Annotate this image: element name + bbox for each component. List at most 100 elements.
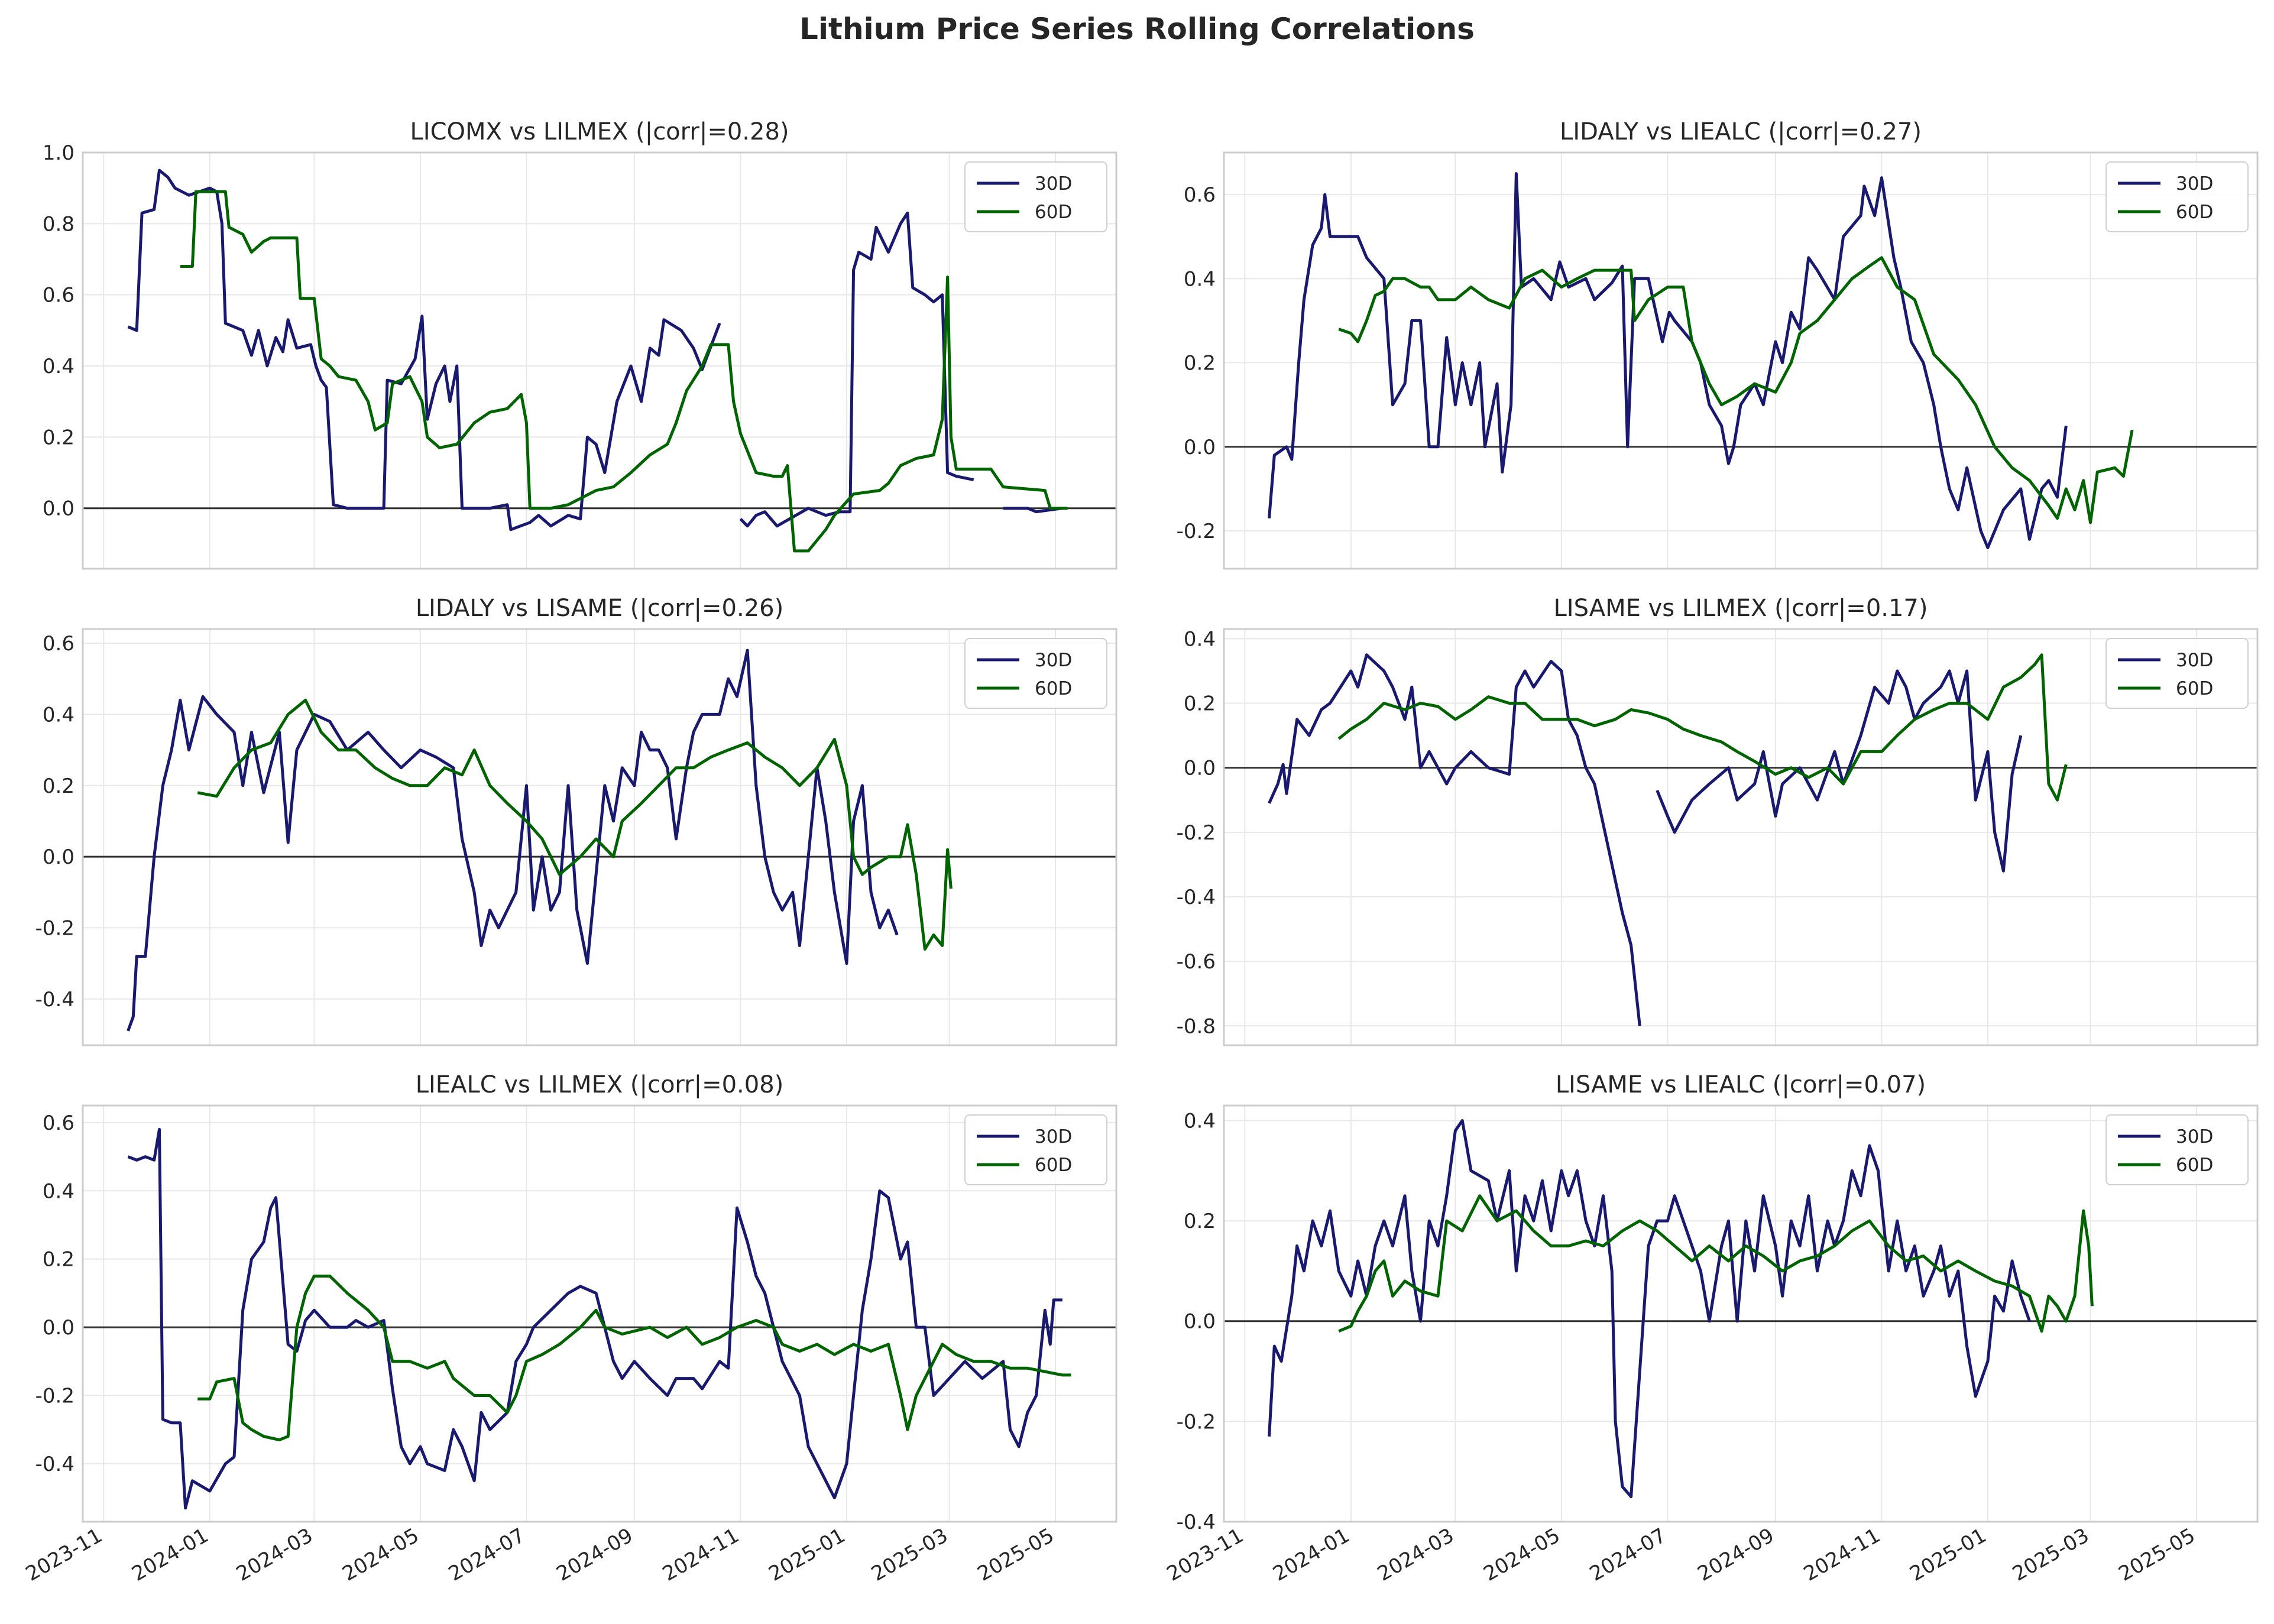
axes-frame xyxy=(82,628,1117,1046)
x-tick-label: 2024-05 xyxy=(1479,1523,1564,1586)
legend-label: 30D xyxy=(1035,650,1072,671)
legend-label: 60D xyxy=(1035,678,1072,699)
legend-label: 30D xyxy=(2176,1126,2213,1148)
series-30d-line xyxy=(127,168,1063,531)
legend-label: 30D xyxy=(2176,173,2213,195)
y-tick-label: 0.2 xyxy=(1184,1210,1216,1233)
x-tick-label: 2024-03 xyxy=(1374,1523,1458,1586)
y-tick-label: 0.2 xyxy=(43,426,74,449)
y-tick-label: -0.8 xyxy=(1177,1014,1216,1038)
y-tick-label: 0.6 xyxy=(43,1111,74,1135)
series-30d-line xyxy=(127,649,899,1032)
legend-box xyxy=(964,638,1107,709)
y-tick-label: 0.4 xyxy=(43,1179,74,1203)
plot-area xyxy=(1224,1106,2257,1522)
legend-box xyxy=(964,1114,1107,1185)
plot-area xyxy=(1224,629,2257,1045)
subplot-title: LISAME vs LIEALC (|corr|=0.07) xyxy=(1556,1071,1926,1098)
x-tick-label: 2024-03 xyxy=(232,1523,317,1586)
y-tick-label: 0.6 xyxy=(1184,183,1216,207)
legend-box xyxy=(2105,161,2249,232)
figure-title: Lithium Price Series Rolling Correlation… xyxy=(799,12,1475,46)
series-30d-line xyxy=(1268,653,2023,1026)
legend-label: 30D xyxy=(2176,650,2213,671)
y-tick-label: 0.0 xyxy=(43,1316,74,1340)
y-tick-label: 0.0 xyxy=(1184,436,1216,459)
subplot-title: LIDALY vs LISAME (|corr|=0.26) xyxy=(416,595,783,622)
series-30d-line xyxy=(1268,172,2068,549)
series-30d-line xyxy=(1268,1119,2031,1499)
x-tick-label: 2025-03 xyxy=(2009,1523,2093,1586)
y-tick-label: -0.6 xyxy=(1177,950,1216,974)
y-tick-label: -0.2 xyxy=(35,916,74,940)
legend-label: 60D xyxy=(1035,1155,1072,1176)
y-tick-label: -0.4 xyxy=(1177,886,1216,909)
subplot-4: -0.8 -0.6 -0.4 -0.2 0.0 0.2 0.4 LISAME vs LILME… xyxy=(1177,595,2259,1046)
plot-area xyxy=(83,1106,1116,1522)
x-tick-label: 2024-07 xyxy=(1586,1523,1670,1586)
x-tick-label: 2023-11 xyxy=(22,1523,106,1586)
legend-box xyxy=(964,161,1107,232)
legend-box xyxy=(2105,1114,2249,1185)
x-tick-label: 2024-07 xyxy=(445,1523,529,1586)
y-tick-label: 1.0 xyxy=(43,141,74,165)
subplot-1: 0.0 0.2 0.4 0.6 0.8 1.0 LICOMX vs LILMEX (|cor… xyxy=(43,118,1117,570)
legend-label: 60D xyxy=(2176,202,2213,223)
y-tick-label: -0.2 xyxy=(1177,821,1216,845)
series-60d-line xyxy=(180,190,1068,553)
plot-area xyxy=(83,153,1116,569)
y-tick-label: 0.4 xyxy=(1184,267,1216,291)
y-tick-label: 0.4 xyxy=(43,355,74,378)
y-tick-label: -0.2 xyxy=(1177,520,1216,543)
legend-label: 60D xyxy=(1035,202,1072,223)
y-tick-label: 0.0 xyxy=(43,845,74,869)
y-tick-label: 0.2 xyxy=(1184,692,1216,716)
axes-frame xyxy=(1223,1104,2259,1523)
y-tick-label: -0.2 xyxy=(1177,1410,1216,1434)
x-tick-label: 2025-03 xyxy=(867,1523,952,1586)
subplot-5: -0.4 -0.2 0.0 0.2 0.4 0.6 LIEALC vs LILMEX (|c… xyxy=(22,1071,1117,1586)
series-60d-line xyxy=(1338,1194,2094,1333)
y-tick-label: 0.6 xyxy=(43,284,74,307)
axes-frame xyxy=(82,1104,1117,1523)
subplot-title: LICOMX vs LILMEX (|corr|=0.28) xyxy=(410,118,789,145)
x-tick-label: 2025-01 xyxy=(765,1523,849,1586)
subplot-2: -0.2 0.0 0.2 0.4 0.6 LIDALY vs LIEALC (|corr|… xyxy=(1177,118,2259,570)
series-30d-line xyxy=(127,1127,1063,1510)
series-60d-line xyxy=(1337,653,2068,802)
y-tick-label: 0.2 xyxy=(43,1248,74,1272)
subplot-title: LISAME vs LILMEX (|corr|=0.17) xyxy=(1554,595,1928,622)
y-tick-label: 0.0 xyxy=(43,497,74,521)
plot-area xyxy=(1224,153,2257,569)
y-tick-label: -0.4 xyxy=(1177,1510,1216,1534)
y-tick-label: 0.4 xyxy=(1184,627,1216,651)
y-tick-label: 0.4 xyxy=(1184,1109,1216,1133)
y-tick-label: 0.4 xyxy=(43,703,74,727)
x-tick-label: 2025-01 xyxy=(1906,1523,1990,1586)
series-60d-line xyxy=(197,1275,1071,1441)
series-60d-line xyxy=(197,698,953,951)
subplot-6: -0.4 -0.2 0.0 0.2 0.4 LISAME vs LIEALC (|corr… xyxy=(1163,1071,2259,1586)
y-tick-label: 0.2 xyxy=(1184,352,1216,375)
axes-frame xyxy=(1223,628,2259,1046)
x-tick-label: 2024-01 xyxy=(128,1523,212,1586)
legend-box xyxy=(2105,638,2249,709)
x-tick-label: 2024-11 xyxy=(659,1523,743,1586)
y-tick-label: -0.4 xyxy=(35,1453,74,1476)
y-tick-label: 0.2 xyxy=(43,774,74,798)
subplot-3: -0.4 -0.2 0.0 0.2 0.4 0.6 LIDALY vs LISAME (|c… xyxy=(35,595,1117,1046)
legend-label: 30D xyxy=(1035,173,1072,195)
subplot-title: LIEALC vs LILMEX (|corr|=0.08) xyxy=(416,1071,784,1098)
x-tick-label: 2024-11 xyxy=(1800,1523,1884,1586)
x-tick-label: 2025-05 xyxy=(2114,1523,2199,1586)
legend-label: 30D xyxy=(1035,1126,1072,1148)
y-tick-label: 0.6 xyxy=(43,632,74,656)
x-tick-label: 2024-09 xyxy=(1693,1523,1778,1586)
subplot-grid: 0.0 0.2 0.4 0.6 0.8 1.0 LICOMX vs LILMEX (|cor… xyxy=(22,118,2259,1586)
